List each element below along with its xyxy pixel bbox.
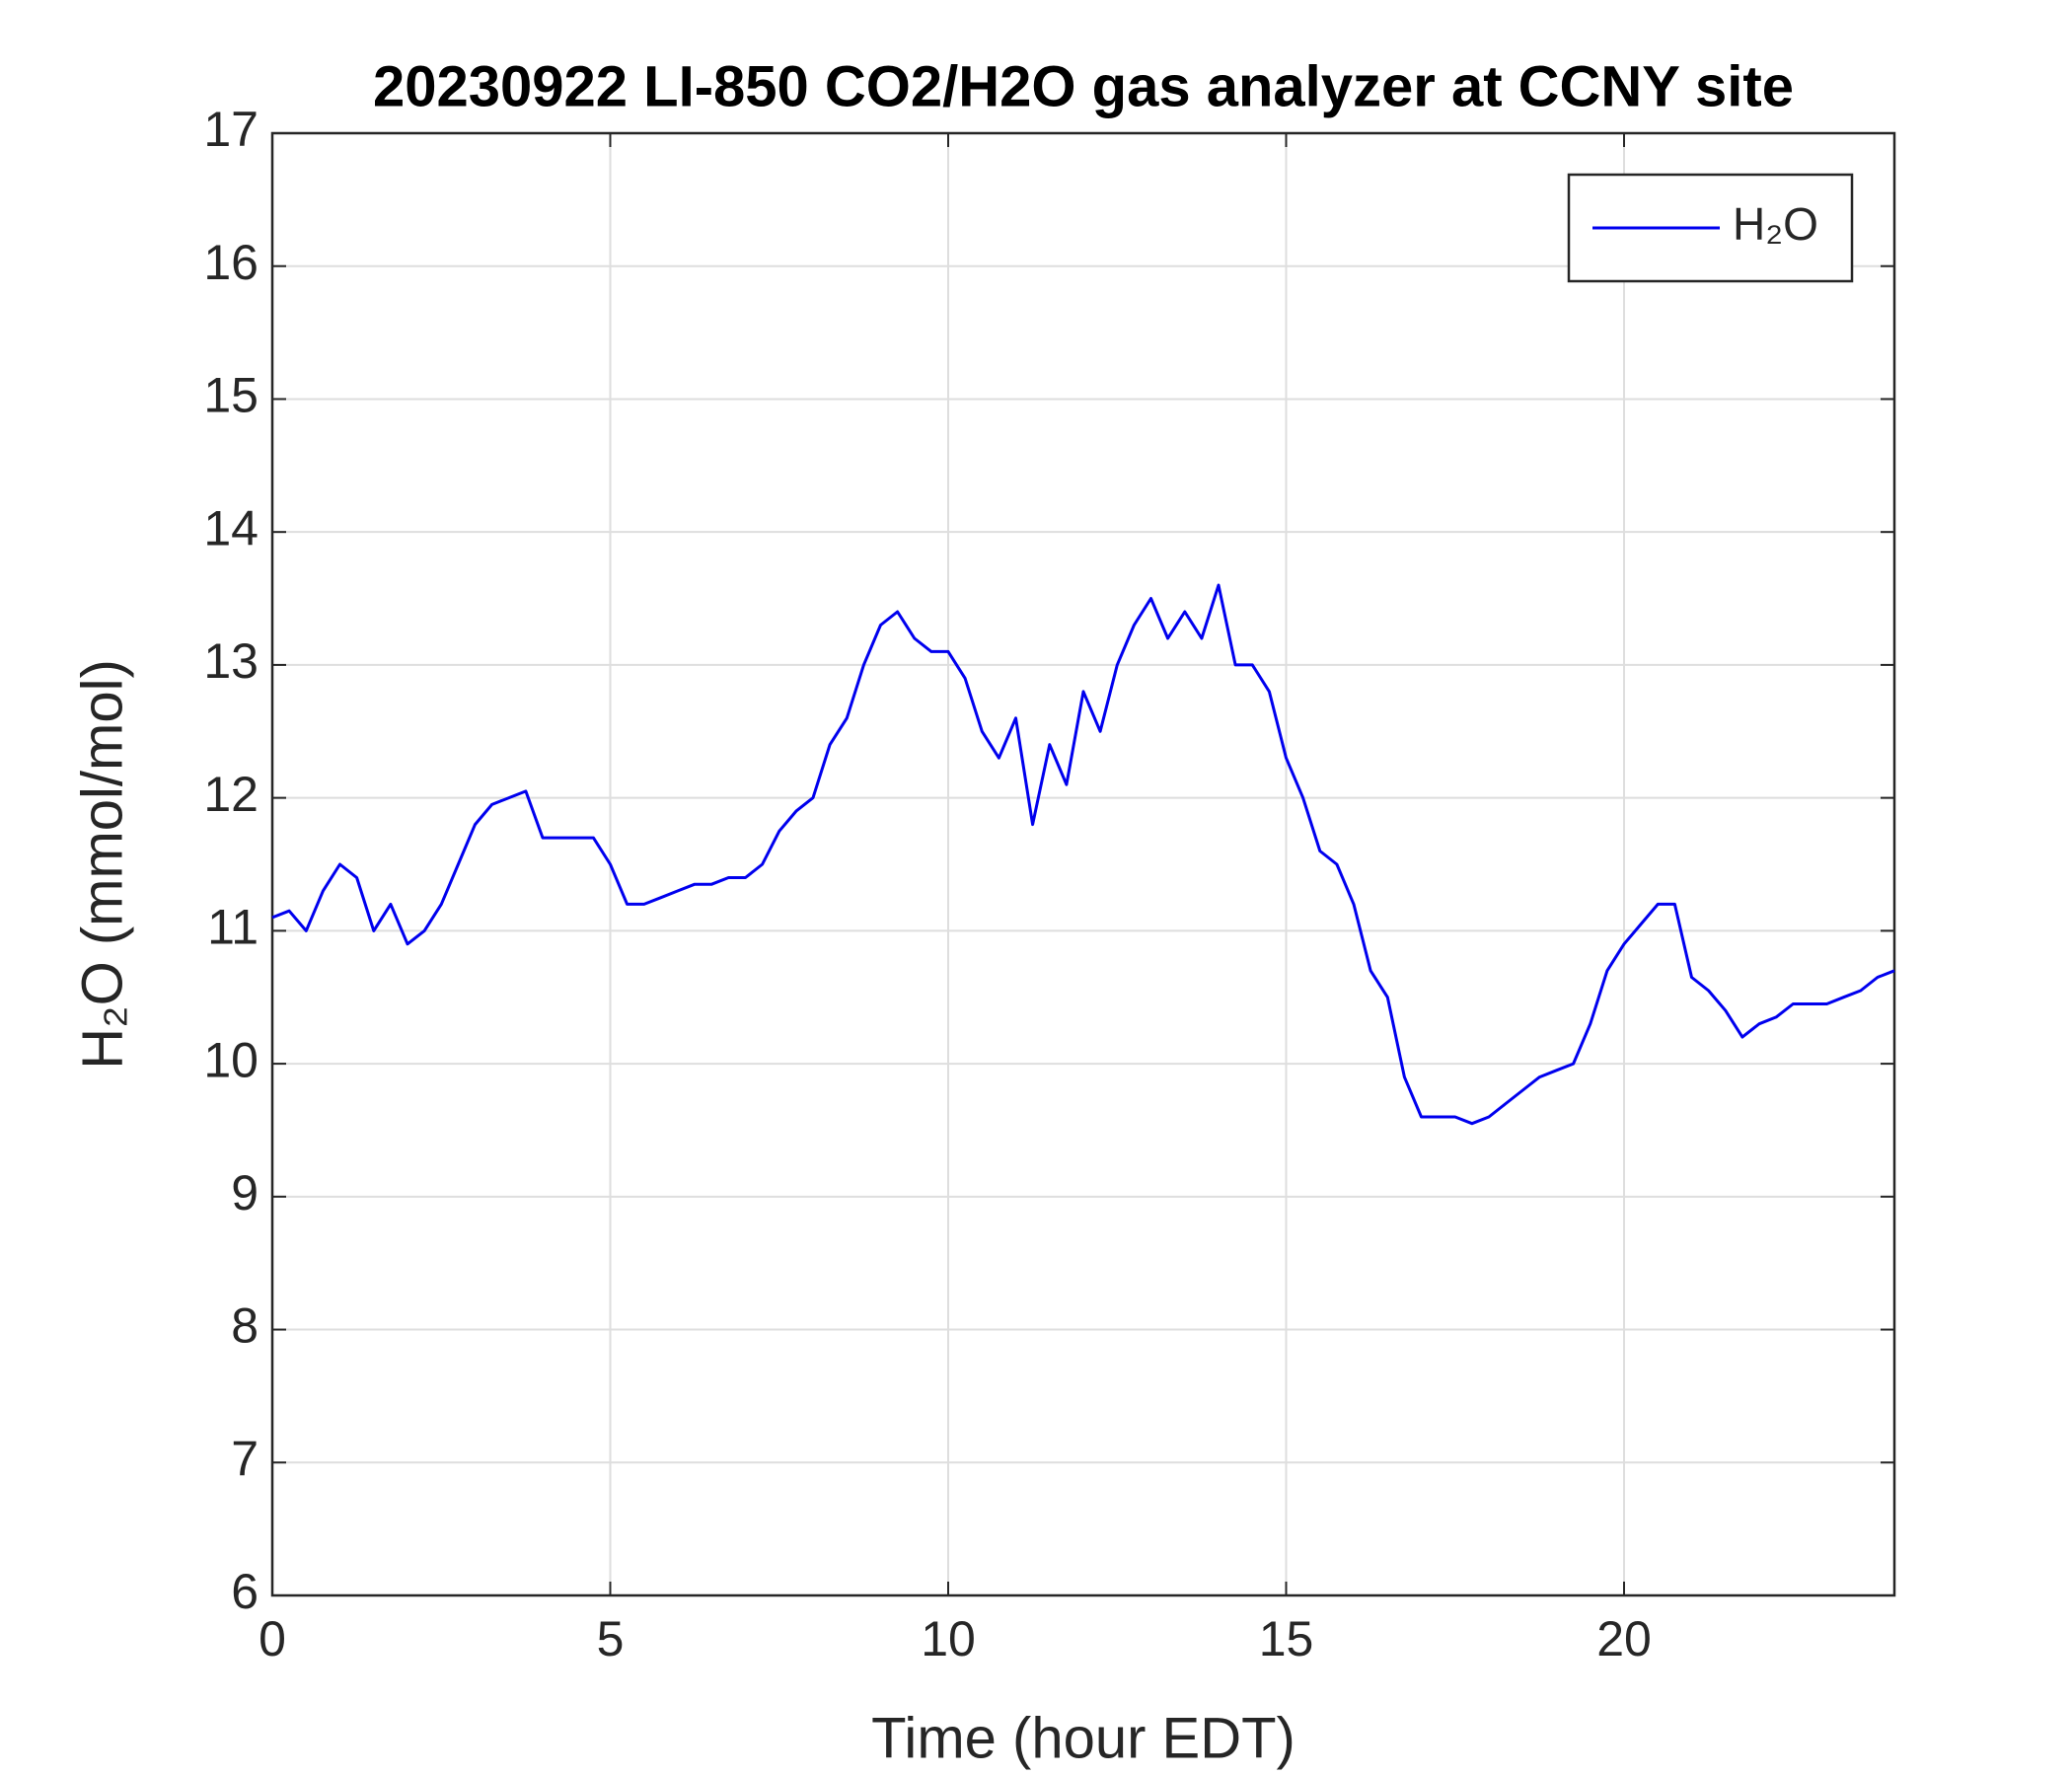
x-tick-label: 5 (597, 1611, 625, 1666)
y-tick-label: 8 (231, 1298, 259, 1354)
y-tick-label: 16 (203, 235, 259, 290)
y-tick-label: 15 (203, 368, 259, 423)
y-tick-label: 7 (231, 1431, 259, 1486)
chart-title: 20230922 LI-850 CO2/H2O gas analyzer at … (373, 54, 1794, 118)
x-tick-label: 15 (1259, 1611, 1314, 1666)
legend-label: H₂O (1733, 198, 1818, 250)
plot-frame (270, 131, 1896, 1597)
y-tick-label: 10 (203, 1032, 259, 1087)
y-tick-label: 6 (231, 1564, 259, 1619)
y-tick-label: 12 (203, 767, 259, 822)
x-tick-label: 10 (921, 1611, 976, 1666)
y-tick-label: 14 (203, 500, 259, 555)
y-axis-label: H₂O (mmol/mol) (70, 659, 134, 1070)
x-tick-label: 20 (1596, 1611, 1652, 1666)
y-tick-label: 11 (207, 900, 259, 955)
y-tick-label: 13 (203, 633, 259, 689)
x-tick-label: 0 (259, 1611, 286, 1666)
y-tick-label: 9 (231, 1165, 259, 1221)
x-axis-label: Time (hour EDT) (871, 1706, 1295, 1770)
y-tick-label: 17 (203, 102, 259, 157)
data-line (271, 583, 1895, 1126)
